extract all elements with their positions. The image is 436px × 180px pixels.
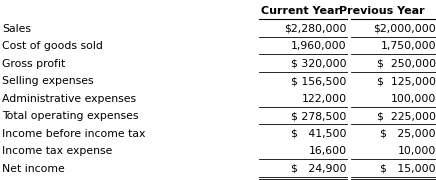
Text: 16,600: 16,600 [309,146,347,156]
Text: Income before income tax: Income before income tax [2,129,146,139]
Text: Selling expenses: Selling expenses [2,76,94,86]
Text: 1,960,000: 1,960,000 [291,41,347,51]
Text: Administrative expenses: Administrative expenses [2,94,136,104]
Text: 122,000: 122,000 [302,94,347,104]
Text: $   25,000: $ 25,000 [380,129,436,139]
Text: Current Year: Current Year [261,6,341,16]
Text: Sales: Sales [2,24,31,34]
Text: 1,750,000: 1,750,000 [380,41,436,51]
Text: Gross profit: Gross profit [2,59,65,69]
Text: $  125,000: $ 125,000 [377,76,436,86]
Text: $  250,000: $ 250,000 [377,59,436,69]
Text: $2,280,000: $2,280,000 [284,24,347,34]
Text: Total operating expenses: Total operating expenses [2,111,139,121]
Text: Net income: Net income [2,164,65,174]
Text: 100,000: 100,000 [391,94,436,104]
Text: 10,000: 10,000 [398,146,436,156]
Text: $   24,900: $ 24,900 [291,164,347,174]
Text: $  225,000: $ 225,000 [377,111,436,121]
Text: Previous Year: Previous Year [339,6,424,16]
Text: $2,000,000: $2,000,000 [373,24,436,34]
Text: Cost of goods sold: Cost of goods sold [2,41,103,51]
Text: $ 320,000: $ 320,000 [291,59,347,69]
Text: $   41,500: $ 41,500 [291,129,347,139]
Text: $   15,000: $ 15,000 [380,164,436,174]
Text: $ 278,500: $ 278,500 [291,111,347,121]
Text: $ 156,500: $ 156,500 [291,76,347,86]
Text: Income tax expense: Income tax expense [2,146,112,156]
